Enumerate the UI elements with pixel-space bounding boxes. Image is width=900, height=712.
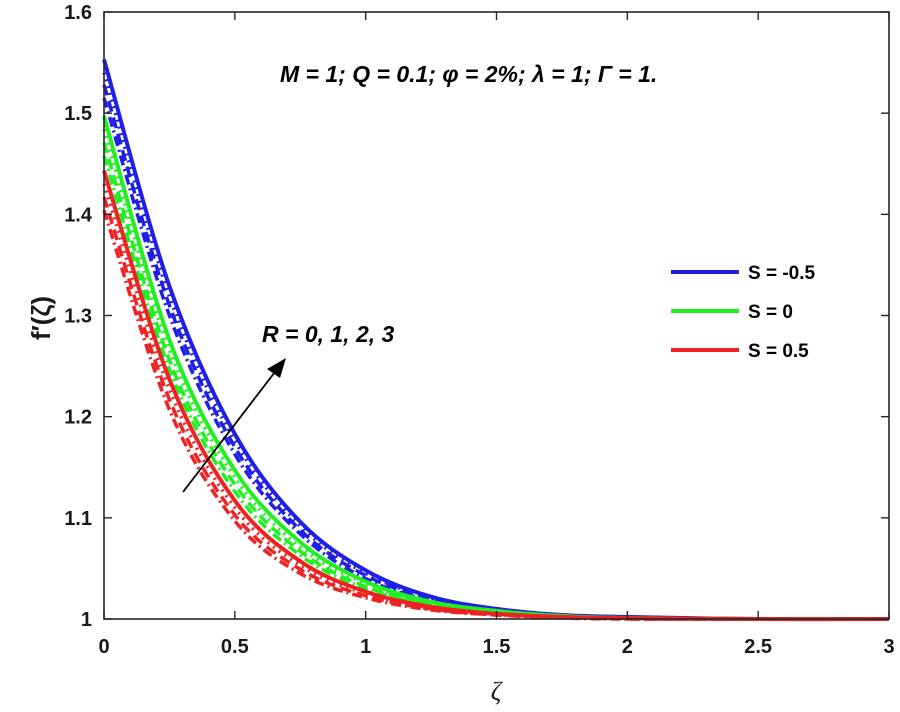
x-axis-label: ζ — [491, 677, 503, 706]
r-direction-arrow — [182, 367, 279, 493]
y-tick-label-6: 1.6 — [64, 2, 92, 24]
x-tick-label-1: 0.5 — [221, 636, 249, 658]
x-tick-label-6: 3 — [883, 636, 894, 658]
legend-label-s-neg-0.5: S = -0.5 — [748, 263, 815, 284]
r-direction-label: R = 0, 1, 2, 3 — [262, 321, 395, 347]
y-tick-label-5: 1.5 — [64, 103, 92, 125]
x-tick-label-0: 0 — [98, 636, 109, 658]
y-tick-label-2: 1.2 — [64, 407, 92, 429]
x-tick-label-3: 1.5 — [483, 636, 511, 658]
curve-series-2-r-0 — [102, 209, 889, 621]
y-axis-label: f′(ζ) — [26, 296, 56, 340]
legend-label-s-0.5: S = 0.5 — [748, 341, 809, 362]
curve-series-0-r-1 — [102, 84, 890, 621]
y-tick-label-0: 1 — [81, 609, 92, 631]
parameter-annotation: M = 1; Q = 0.1; φ = 2%; λ = 1; Γ = 1. — [280, 61, 657, 87]
legend-label-s-0: S = 0 — [748, 302, 793, 323]
axis-ticks: 0 0.5 1 1.5 2 2.5 3 1 1.1 1.2 1.3 1.4 1.5 1.6 — [64, 2, 894, 658]
y-tick-label-3: 1.3 — [64, 306, 92, 328]
y-tick-label-1: 1.1 — [64, 508, 92, 530]
x-tick-label-2: 1 — [360, 636, 371, 658]
x-tick-label-4: 2 — [622, 636, 633, 658]
y-tick-label-4: 1.4 — [64, 204, 93, 226]
x-tick-label-5: 2.5 — [744, 636, 772, 658]
legend: S = -0.5 S = 0 S = 0.5 — [671, 263, 815, 362]
r-direction-arrowhead — [267, 358, 286, 378]
curve-series-1-r-0 — [102, 155, 890, 621]
